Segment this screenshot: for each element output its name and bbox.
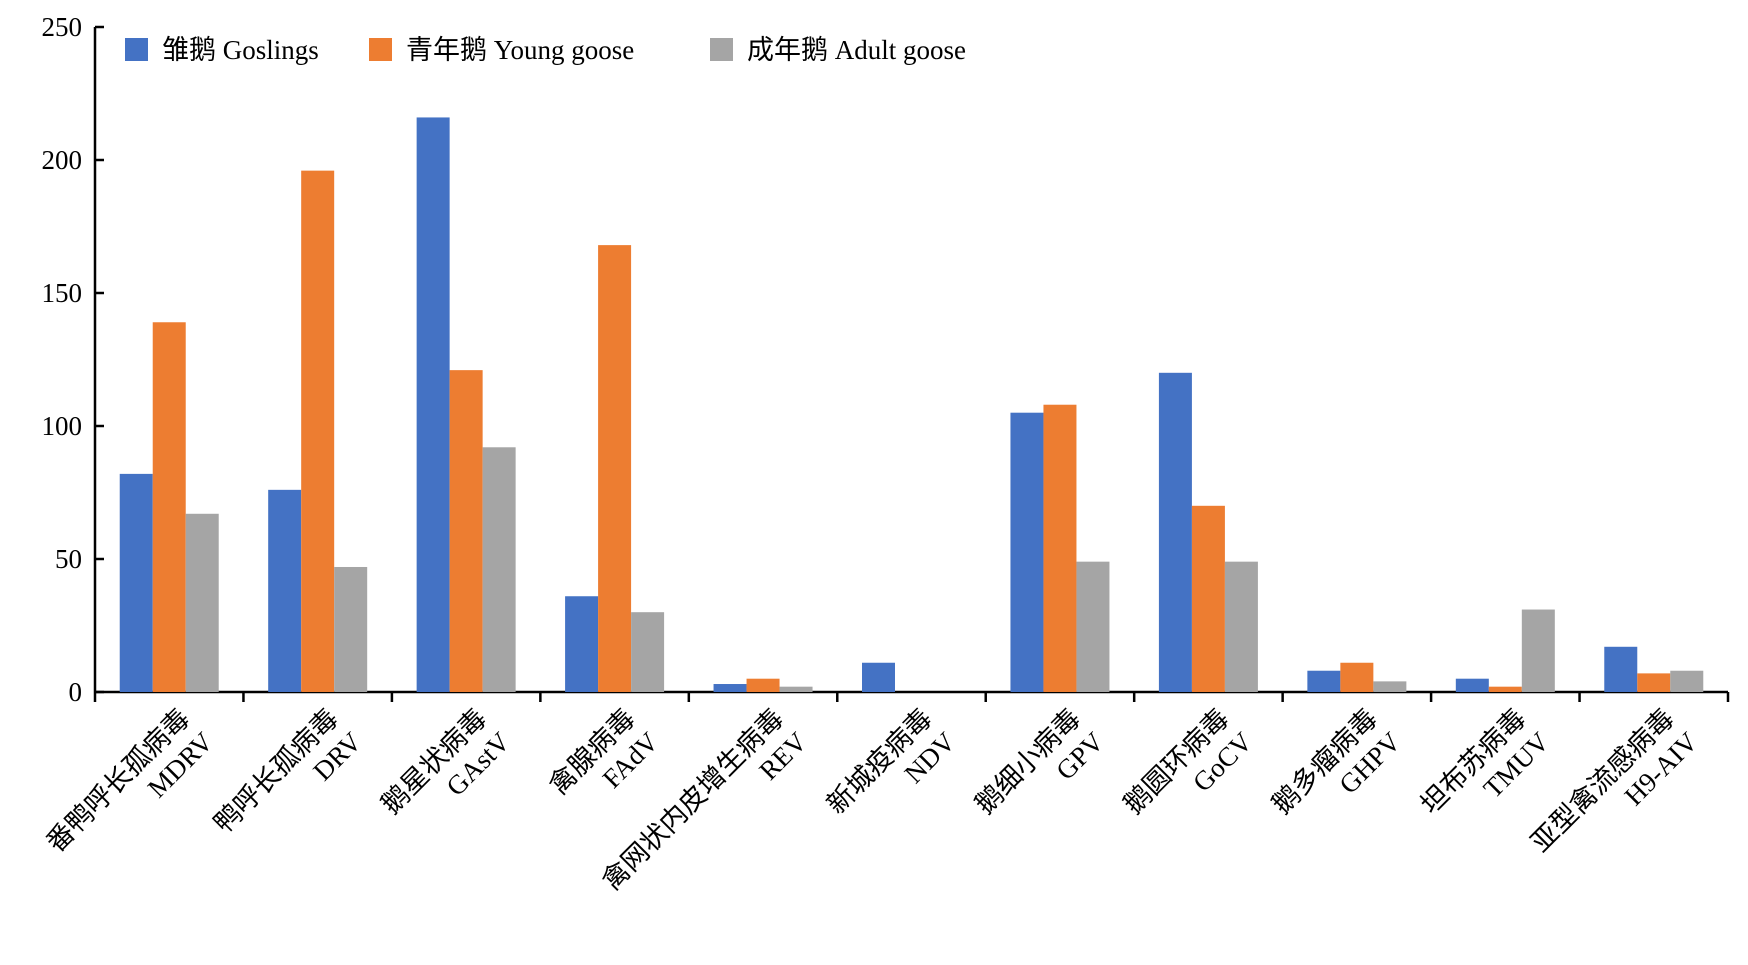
bar [713,684,747,692]
legend-label: 成年鹅 Adult goose [747,35,966,65]
legend-swatch [125,38,148,61]
bar [1604,646,1638,692]
y-tick-label: 100 [42,411,83,441]
bar [1191,505,1225,692]
bar [1076,561,1110,692]
bar [565,596,599,692]
legend-label: 青年鹅 Young goose [406,35,634,65]
bar [152,322,186,692]
bar [1010,412,1044,692]
bar [268,489,302,692]
bar [862,662,895,692]
y-tick-label: 0 [69,677,83,707]
legend-swatch [710,38,733,61]
bar [598,245,632,692]
bar [1340,662,1374,692]
bar [746,678,780,692]
bars [119,117,1704,692]
bar [779,686,813,692]
bar [1521,609,1555,692]
bar [416,117,450,692]
y-tick-label: 150 [42,278,83,308]
x-axis [93,690,1730,702]
y-tick-label: 200 [42,145,83,175]
y-tick-label: 50 [55,544,82,574]
legend-swatch [369,38,392,61]
bar [1373,681,1407,692]
bar [449,370,483,692]
bar [1637,673,1671,692]
bar [1158,372,1192,692]
bar [1307,670,1341,692]
bar [185,513,219,692]
bar [1670,670,1704,692]
bar [482,447,516,692]
bar [1488,686,1522,692]
bar [119,473,153,692]
bar [1043,404,1077,692]
bar [1455,678,1489,692]
bar [631,612,665,692]
bar [1224,561,1258,692]
bar [334,566,368,692]
y-tick-label: 250 [42,12,83,42]
y-axis: 0 50 100 150 200 250 [42,12,104,707]
bar [301,170,335,692]
legend: 雏鹅 Goslings 青年鹅 Young goose 成年鹅 Adult goos… [125,35,966,65]
legend-label: 雏鹅 Goslings [162,35,319,65]
